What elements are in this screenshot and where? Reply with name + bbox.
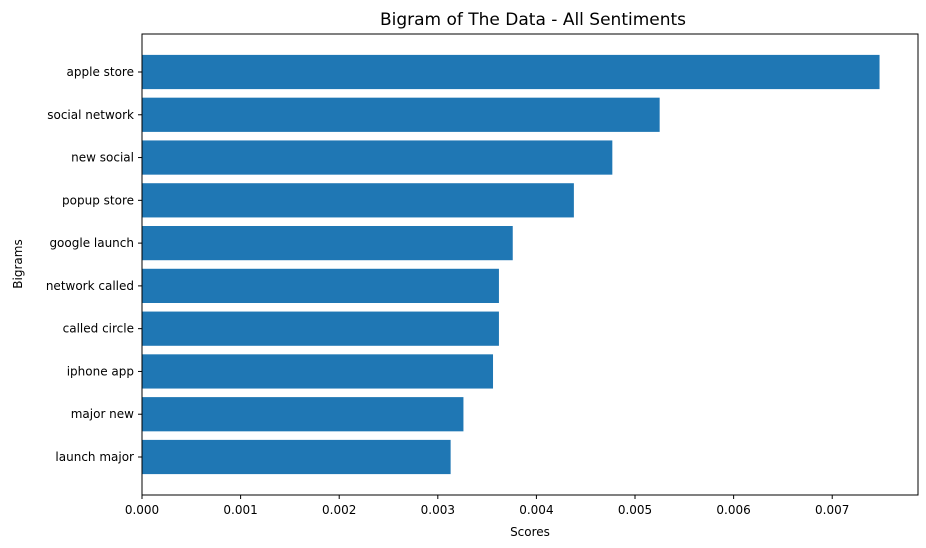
x-tick-label: 0.007 bbox=[815, 503, 849, 517]
bar-major-new bbox=[142, 397, 464, 432]
y-tick-label: iphone app bbox=[67, 364, 134, 378]
y-tick-label: google launch bbox=[49, 236, 134, 250]
y-tick-label: network called bbox=[46, 279, 134, 293]
bar-called-circle bbox=[142, 311, 499, 346]
y-tick-label: apple store bbox=[67, 65, 134, 79]
plot-frame bbox=[141, 33, 919, 496]
x-tick-label: 0.002 bbox=[322, 503, 356, 517]
x-axis-label: Scores bbox=[510, 525, 550, 539]
y-tick-label: launch major bbox=[55, 450, 134, 464]
bar-iphone-app bbox=[142, 354, 494, 389]
bar-google-launch bbox=[142, 226, 513, 261]
bar-apple-store bbox=[142, 54, 880, 90]
x-tick-label: 0.001 bbox=[223, 503, 257, 517]
bars-group bbox=[142, 54, 880, 475]
y-tick-label: new social bbox=[71, 151, 134, 165]
x-tick-label: 0.003 bbox=[421, 503, 455, 517]
y-axis-label: Bigrams bbox=[11, 239, 25, 288]
bar-network-called bbox=[142, 268, 499, 303]
bar-new-social bbox=[142, 140, 613, 175]
y-tick-label: called circle bbox=[63, 322, 134, 336]
x-tick-label: 0.004 bbox=[519, 503, 553, 517]
y-axis-ticks: apple store social network new social popup… bbox=[46, 65, 142, 464]
bar-popup-store bbox=[142, 183, 574, 218]
y-tick-label: major new bbox=[71, 407, 134, 421]
x-tick-label: 0.006 bbox=[716, 503, 750, 517]
x-tick-label: 0.005 bbox=[618, 503, 652, 517]
chart-title: Bigram of The Data - All Sentiments bbox=[380, 10, 686, 30]
bar-launch-major bbox=[142, 439, 451, 475]
y-tick-label: social network bbox=[47, 108, 134, 122]
x-axis-ticks: 0.000 0.001 0.002 0.003 0.004 0.005 0.006 0.007 bbox=[125, 495, 849, 517]
x-tick-label: 0.000 bbox=[125, 503, 159, 517]
bar-social-network bbox=[142, 97, 660, 132]
y-tick-label: popup store bbox=[62, 193, 134, 207]
